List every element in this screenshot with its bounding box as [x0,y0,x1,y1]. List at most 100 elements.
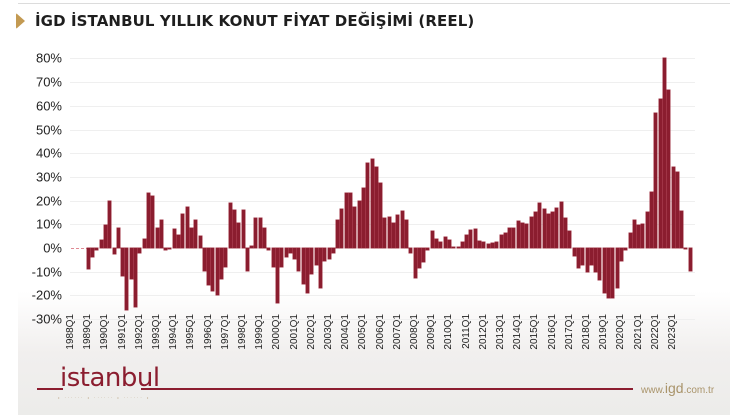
bar [512,227,516,248]
bar [155,227,159,248]
bar [581,248,585,265]
bar [353,206,357,248]
bar [460,242,464,248]
x-tick-label: 2023Q1 [667,314,678,350]
bar [546,213,550,248]
bar [108,200,112,248]
bar [288,248,292,253]
bar [99,239,103,248]
logo-tagline: • ······ • ······ • ······ • [58,395,151,400]
bar [452,246,456,248]
bar [116,227,120,248]
x-tick-label: 2011Q1 [460,314,472,349]
bar [641,224,645,248]
bar [340,208,344,248]
bar [258,218,262,248]
x-tick-label: 1992Q1 [133,314,145,350]
bar [684,248,688,250]
gridline [70,82,695,84]
bar [198,236,202,248]
x-tick-label: 1993Q1 [151,314,162,350]
bar [478,240,481,248]
bar [490,243,494,248]
bar [159,219,163,248]
title-bar: İGD İSTANBUL YILLIK KONUT FİYAT DEĞİŞİMİ… [16,12,474,30]
gridline [70,200,695,202]
bar [576,248,580,269]
bar [138,248,142,253]
bar [551,212,555,248]
bar [628,232,632,248]
bar [86,248,90,270]
bar [396,214,400,248]
x-tick-label: 2020Q1 [615,314,627,350]
bar [525,224,529,248]
y-tick-label: 50% [35,122,62,137]
bar [271,248,275,267]
bar [624,248,628,251]
bar [572,248,576,257]
bar [404,219,408,248]
bar [568,231,572,248]
x-tick-label: 1991Q1 [116,314,128,350]
bar [508,227,512,248]
bar [323,248,327,262]
bar [680,211,684,248]
x-tick-label: 2012Q1 [477,314,489,350]
bar [250,245,254,248]
x-tick-label: 1989Q1 [82,314,94,350]
bar [645,212,649,248]
bar [516,220,520,248]
bar [151,195,155,248]
y-tick-label: 0% [43,240,62,256]
y-tick-label: -30% [31,311,62,327]
bar [125,248,129,310]
bar [301,248,305,284]
bar [469,230,473,248]
x-tick-label: 1994Q1 [168,314,180,350]
bar [129,248,133,279]
bar [172,229,176,248]
bar [181,213,185,248]
bar [533,212,537,248]
x-tick-label: 2022Q1 [649,314,661,350]
bar [254,218,258,248]
bar [366,162,370,248]
bar [134,248,137,308]
bar [318,248,322,289]
gridline [70,176,695,178]
bar [280,248,284,267]
gridline [70,224,695,226]
bar [202,248,206,271]
bar [555,207,559,248]
bar [430,231,434,248]
bar [245,248,249,271]
bar [443,237,447,248]
y-axis: 80% 70% 60% 50% 40% 30% 20% 10% 0% -10% -20% -30% [0,0,62,420]
bar [349,193,352,248]
bar [538,202,542,248]
bar [619,248,623,262]
x-tick-label: 2010Q1 [443,314,455,350]
website-link[interactable]: www.igd.com.tr [641,380,714,396]
bar [495,242,499,248]
bar [456,246,460,248]
gridline [70,295,695,297]
bar [207,248,211,285]
bar [344,193,348,248]
bar [241,210,245,248]
bar [465,234,469,248]
bar [383,218,387,248]
bar [435,238,438,248]
bar [654,112,658,248]
gridline [70,271,695,273]
bar [293,248,297,259]
bar [585,248,589,272]
bar [370,159,374,248]
x-tick-label: 1999Q1 [254,314,266,350]
chart-title: İGD İSTANBUL YILLIK KONUT FİYAT DEĞİŞİMİ… [35,12,475,30]
bar [357,200,361,248]
x-tick-label: 2005Q1 [357,314,369,350]
x-tick-label: 2013Q1 [495,314,506,350]
